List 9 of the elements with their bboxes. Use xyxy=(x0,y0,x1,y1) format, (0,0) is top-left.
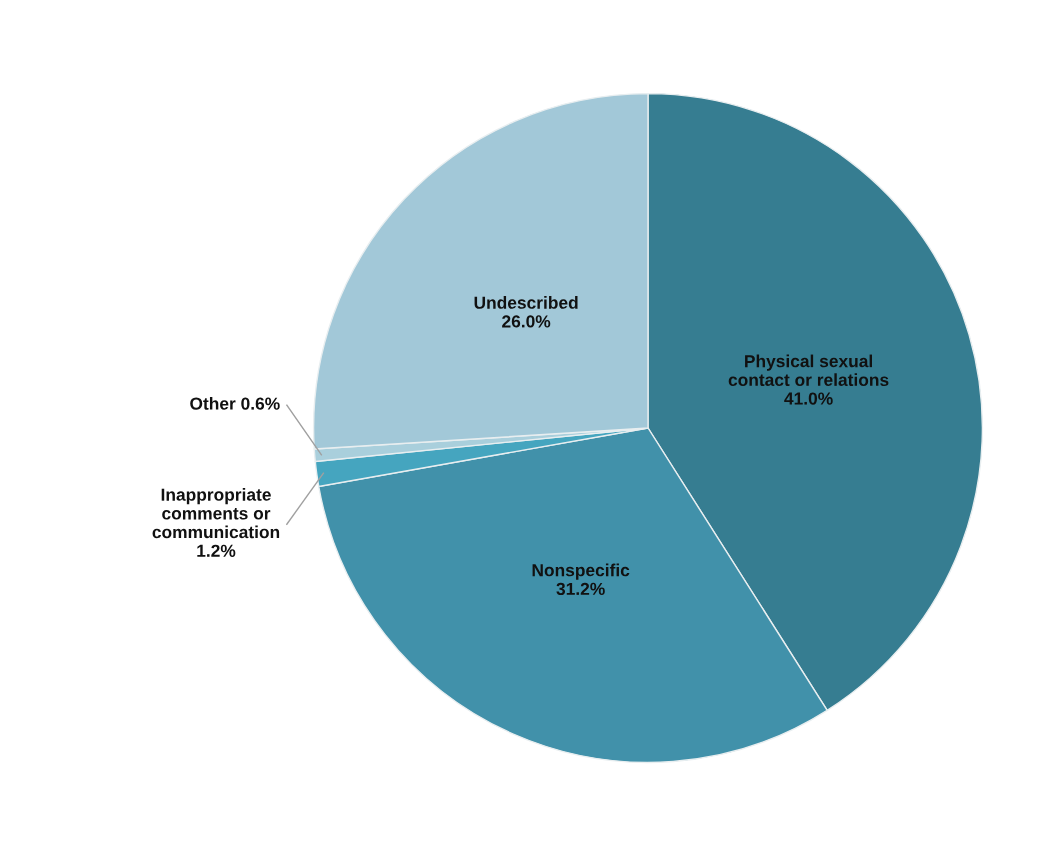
data-label: 1.2% xyxy=(197,544,236,557)
data-label: 26.0% xyxy=(502,315,551,328)
data-label: 31.2% xyxy=(556,582,605,596)
slice-label: Physical sexual contact or relations xyxy=(728,354,889,387)
slice-label: Nonspecific xyxy=(532,563,630,580)
slice-label: Other 0.6% xyxy=(190,397,280,410)
data-label: 41.0% xyxy=(784,392,833,405)
slice-label: Inappropriate comments or communication xyxy=(152,488,280,539)
slice-label: Undescribed xyxy=(474,296,578,309)
